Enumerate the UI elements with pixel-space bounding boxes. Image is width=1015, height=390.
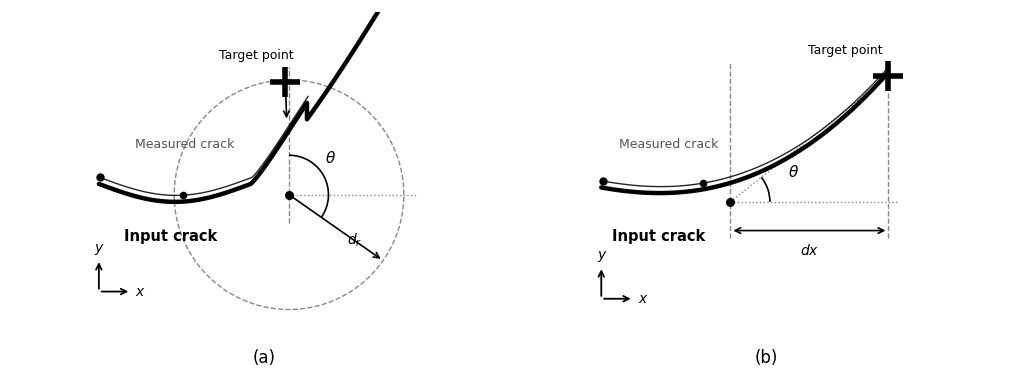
Text: $\theta$: $\theta$	[325, 150, 336, 166]
Text: (a): (a)	[253, 349, 275, 367]
Text: Target point: Target point	[219, 49, 294, 62]
Text: $dx$: $dx$	[800, 243, 819, 258]
Text: x: x	[135, 285, 144, 299]
Text: Target point: Target point	[808, 44, 883, 57]
Text: $d_r$: $d_r$	[347, 231, 362, 248]
Text: y: y	[94, 241, 103, 255]
Text: $\theta$: $\theta$	[788, 164, 799, 180]
Text: y: y	[597, 248, 605, 262]
Text: Input crack: Input crack	[612, 229, 705, 244]
Text: (b): (b)	[754, 349, 779, 367]
Text: Measured crack: Measured crack	[619, 138, 719, 151]
Text: Input crack: Input crack	[124, 229, 217, 244]
Text: x: x	[637, 292, 647, 306]
Text: Measured crack: Measured crack	[135, 138, 234, 151]
